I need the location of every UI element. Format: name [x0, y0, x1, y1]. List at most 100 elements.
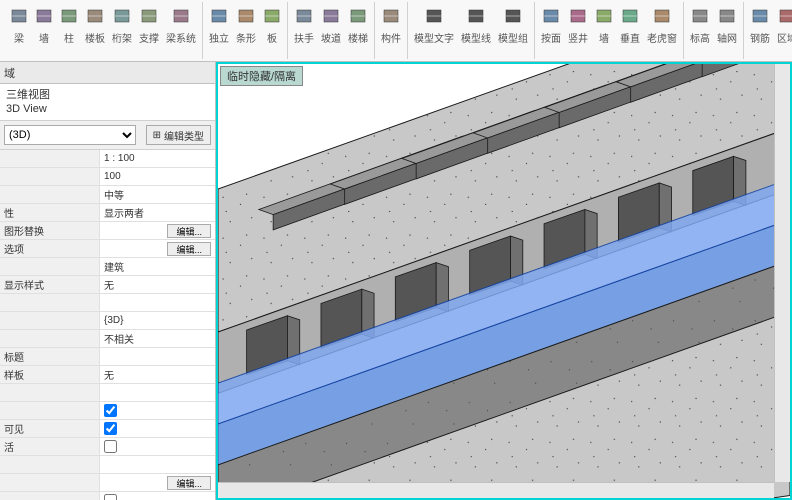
- property-row[interactable]: [0, 402, 215, 420]
- property-row[interactable]: 1 : 100: [0, 150, 215, 168]
- property-key: [0, 330, 100, 347]
- ribbon-icon: [172, 4, 190, 28]
- ribbon-墙[interactable]: 墙: [32, 2, 56, 59]
- ribbon-楼板[interactable]: 楼板: [82, 2, 108, 59]
- property-value[interactable]: [100, 420, 215, 437]
- property-value[interactable]: [100, 402, 215, 419]
- ribbon-梁[interactable]: 梁: [7, 2, 31, 59]
- ribbon-模型文字[interactable]: 模型文字: [411, 2, 457, 59]
- ribbon-桁架[interactable]: 桁架: [109, 2, 135, 59]
- property-value[interactable]: 编辑...: [100, 222, 215, 239]
- ribbon-按面[interactable]: 按面: [538, 2, 564, 59]
- edit-type-button[interactable]: ⊞编辑类型: [146, 125, 211, 145]
- property-row[interactable]: [0, 492, 215, 500]
- property-row[interactable]: {3D}: [0, 312, 215, 330]
- property-row[interactable]: 性显示两者: [0, 204, 215, 222]
- property-value[interactable]: 建筑: [100, 258, 215, 275]
- property-value[interactable]: 100: [100, 168, 215, 185]
- ribbon-柱[interactable]: 柱: [57, 2, 81, 59]
- ribbon-垂直[interactable]: 垂直: [617, 2, 643, 59]
- ribbon-轴网[interactable]: 轴网: [714, 2, 740, 59]
- ribbon-模型组[interactable]: 模型组: [495, 2, 531, 59]
- property-key: 选项: [0, 240, 100, 257]
- ribbon-label: 墙: [599, 30, 609, 45]
- property-row[interactable]: 样板无: [0, 366, 215, 384]
- ribbon-icon: [322, 4, 340, 28]
- property-edit-button[interactable]: 编辑...: [167, 224, 211, 238]
- property-row[interactable]: 显示样式无: [0, 276, 215, 294]
- property-checkbox[interactable]: [104, 422, 117, 435]
- property-value[interactable]: {3D}: [100, 312, 215, 329]
- type-selector[interactable]: (3D): [4, 125, 136, 145]
- ribbon-老虎窗[interactable]: 老虎窗: [644, 2, 680, 59]
- property-row[interactable]: 建筑: [0, 258, 215, 276]
- property-value[interactable]: 编辑...: [100, 474, 215, 491]
- property-value[interactable]: [100, 438, 215, 455]
- ribbon-板[interactable]: 板: [260, 2, 284, 59]
- property-row[interactable]: 图形替换编辑...: [0, 222, 215, 240]
- 3d-viewport[interactable]: 临时隐藏/隔离: [216, 62, 792, 500]
- property-key: [0, 168, 100, 185]
- property-row[interactable]: [0, 456, 215, 474]
- property-value[interactable]: [100, 492, 215, 500]
- ribbon-楼梯[interactable]: 楼梯: [345, 2, 371, 59]
- ribbon: 梁墙柱楼板桁架支撑梁系统独立条形板扶手坡道楼梯构件模型文字模型线模型组按面竖井墙…: [0, 0, 792, 62]
- property-value[interactable]: 编辑...: [100, 240, 215, 257]
- property-checkbox[interactable]: [104, 440, 117, 453]
- property-value[interactable]: [100, 456, 215, 473]
- panel-tab[interactable]: 域: [0, 62, 215, 84]
- property-key: [0, 186, 100, 203]
- ribbon-构件[interactable]: 构件: [378, 2, 404, 59]
- property-edit-button[interactable]: 编辑...: [167, 242, 211, 256]
- property-value[interactable]: 显示两者: [100, 204, 215, 221]
- ribbon-竖井[interactable]: 竖井: [565, 2, 591, 59]
- ribbon-icon: [86, 4, 104, 28]
- property-value[interactable]: 无: [100, 366, 215, 383]
- property-row[interactable]: 可见: [0, 420, 215, 438]
- property-checkbox[interactable]: [104, 404, 117, 417]
- ribbon-墙[interactable]: 墙: [592, 2, 616, 59]
- ribbon-区域[interactable]: 区域: [774, 2, 792, 59]
- property-row[interactable]: 编辑...: [0, 474, 215, 492]
- property-row[interactable]: [0, 384, 215, 402]
- ribbon-group: 模型文字模型线模型组: [408, 2, 535, 59]
- ribbon-梁系统[interactable]: 梁系统: [163, 2, 199, 59]
- ribbon-label: 钢筋: [750, 30, 770, 45]
- ribbon-label: 老虎窗: [647, 30, 677, 45]
- property-value[interactable]: [100, 294, 215, 311]
- property-row[interactable]: [0, 294, 215, 312]
- ribbon-标高[interactable]: 标高: [687, 2, 713, 59]
- ribbon-icon: [237, 4, 255, 28]
- ribbon-icon: [595, 4, 613, 28]
- property-key: [0, 294, 100, 311]
- property-value[interactable]: 无: [100, 276, 215, 293]
- property-key: [0, 150, 100, 167]
- property-key: [0, 492, 100, 500]
- property-row[interactable]: 标题: [0, 348, 215, 366]
- scrollbar-vertical[interactable]: [774, 64, 790, 482]
- scrollbar-horizontal[interactable]: [218, 482, 774, 498]
- property-row[interactable]: 100: [0, 168, 215, 186]
- ribbon-扶手[interactable]: 扶手: [291, 2, 317, 59]
- property-checkbox[interactable]: [104, 494, 117, 500]
- ribbon-label: 按面: [541, 30, 561, 45]
- ribbon-独立[interactable]: 独立: [206, 2, 232, 59]
- ribbon-模型线[interactable]: 模型线: [458, 2, 494, 59]
- property-value[interactable]: [100, 384, 215, 401]
- property-row[interactable]: 活: [0, 438, 215, 456]
- property-edit-button[interactable]: 编辑...: [167, 476, 211, 490]
- property-row[interactable]: 选项 编辑...: [0, 240, 215, 258]
- ribbon-条形[interactable]: 条形: [233, 2, 259, 59]
- ribbon-支撑[interactable]: 支撑: [136, 2, 162, 59]
- ribbon-钢筋[interactable]: 钢筋: [747, 2, 773, 59]
- property-row[interactable]: 中等: [0, 186, 215, 204]
- property-value[interactable]: 不相关: [100, 330, 215, 347]
- property-row[interactable]: 不相关: [0, 330, 215, 348]
- properties-panel: 域 三维视图 3D View (3D) ⊞编辑类型 1 : 100100中等性显…: [0, 62, 216, 500]
- property-value[interactable]: 1 : 100: [100, 150, 215, 167]
- property-value[interactable]: [100, 348, 215, 365]
- property-key: [0, 258, 100, 275]
- property-key: 活: [0, 438, 100, 455]
- property-value[interactable]: 中等: [100, 186, 215, 203]
- ribbon-坡道[interactable]: 坡道: [318, 2, 344, 59]
